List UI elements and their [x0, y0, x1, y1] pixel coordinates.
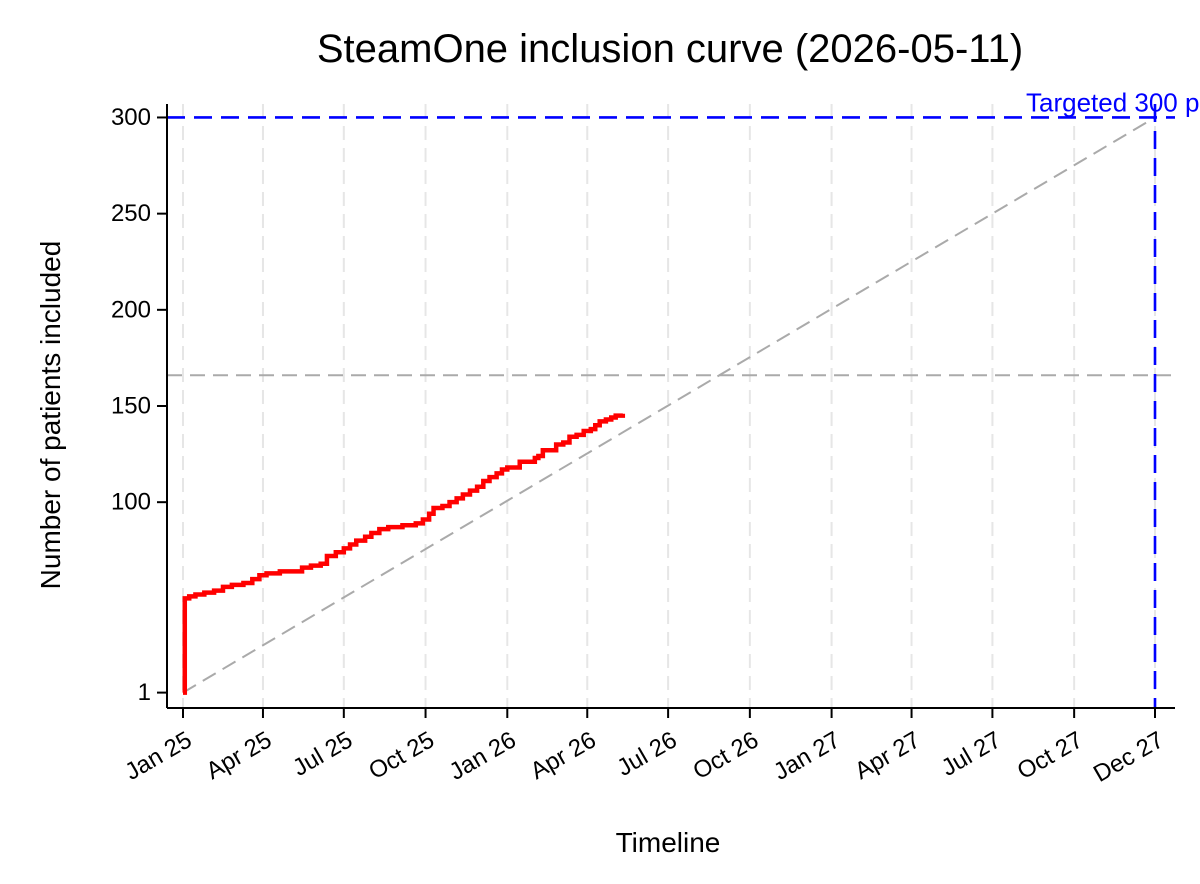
x-tick-labels: Jan 25 Apr 25 Jul 25 Oct 25 Jan 26 Apr 26 Jul … — [120, 726, 1168, 787]
y-tick-label-2: 150 — [111, 393, 151, 420]
y-tick-label-5: 300 — [111, 104, 151, 131]
y-tick-label-4: 250 — [111, 200, 151, 227]
x-tick-label-4: Jan 26 — [445, 726, 521, 785]
series-layer — [182, 413, 626, 695]
reference-lines — [167, 104, 1175, 708]
x-tick-label-3: Oct 25 — [364, 726, 439, 785]
y-tick-label-0: 1 — [138, 679, 151, 706]
x-tick-label-9: Apr 27 — [850, 726, 925, 785]
y-tick-labels: 1 100 150 200 250 300 — [111, 104, 151, 706]
x-tick-label-2: Jul 25 — [288, 726, 357, 781]
reference-line-diagonal-0 — [182, 116, 1156, 694]
x-tick-label-10: Jul 27 — [937, 726, 1006, 781]
annotation-0: Targeted 300 patients — [1026, 87, 1200, 117]
y-axis-label: Number of patients included — [35, 241, 66, 590]
y-tick-label-1: 100 — [111, 489, 151, 516]
x-tick-label-5: Apr 26 — [526, 726, 601, 785]
x-tick-label-1: Apr 25 — [202, 726, 277, 785]
axes — [157, 104, 1175, 718]
x-tick-label-12: Dec 27 — [1089, 726, 1168, 787]
x-tick-label-7: Oct 26 — [689, 726, 764, 785]
series-line-0 — [182, 413, 626, 695]
gridlines — [182, 104, 1156, 708]
y-tick-label-3: 200 — [111, 296, 151, 323]
x-tick-label-8: Jan 27 — [769, 726, 845, 785]
chart-title: SteamOne inclusion curve (2026-05-11) — [317, 27, 1023, 71]
x-tick-label-0: Jan 25 — [120, 726, 196, 785]
x-axis-label: Timeline — [616, 827, 721, 858]
annotations: Targeted 300 patients — [1026, 87, 1200, 117]
x-tick-label-6: Jul 26 — [613, 726, 682, 781]
x-tick-label-11: Oct 27 — [1013, 726, 1088, 785]
